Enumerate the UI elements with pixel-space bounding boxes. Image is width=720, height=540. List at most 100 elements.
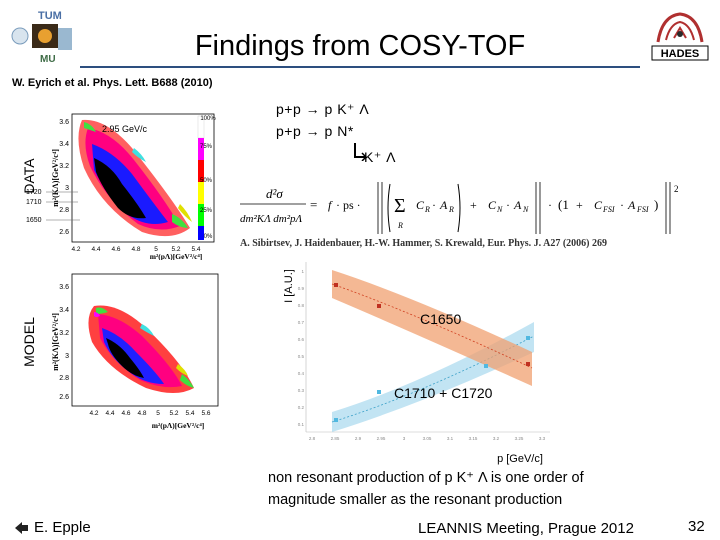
svg-text:2.6: 2.6 (59, 394, 69, 401)
summary-line-2: magnitude smaller as the resonant produc… (268, 492, 563, 508)
svg-text:+: + (576, 198, 583, 212)
svg-text:A: A (513, 198, 522, 212)
amplitude-formula: d²σ dm²KΛ dm²pΛ = f · ps · Σ R C R · A R… (236, 178, 712, 238)
xsec-y-ticks: 0.1 0.2 0.3 0.4 0.5 0.6 0.7 0.8 0.9 1 (298, 269, 305, 427)
lower-data-points (334, 336, 530, 422)
svg-text:3.2: 3.2 (59, 163, 69, 170)
data-y-axis-label: m²(KΛ)[GeV²/c⁴] (51, 149, 60, 207)
svg-text:2.8: 2.8 (59, 375, 69, 382)
svg-text:A: A (439, 198, 448, 212)
bullet-icon (15, 521, 28, 534)
xsec-x-ticks: 2.8 2.85 2.9 2.95 3 3.05 3.1 3.15 3.2 3.… (309, 436, 546, 441)
svg-text:2.8: 2.8 (309, 436, 316, 441)
svg-text:Σ: Σ (394, 195, 406, 217)
lower-curve-label: C1710 + C1720 (394, 385, 493, 401)
svg-text:· ps ·: · ps · (336, 198, 361, 212)
svg-text:3.05: 3.05 (423, 436, 432, 441)
svg-text:5.2: 5.2 (169, 410, 178, 417)
svg-text:·: · (506, 198, 510, 212)
svg-text:(1: (1 (558, 197, 569, 212)
svg-text:2: 2 (674, 184, 679, 194)
model-y-ticks: 3.6 3.4 3.2 3 2.8 2.6 (59, 284, 69, 401)
reaction-line-3: K⁺ Λ (364, 149, 396, 165)
svg-text:1650: 1650 (26, 217, 42, 224)
svg-text:C: C (416, 198, 425, 212)
svg-text:3.1: 3.1 (447, 436, 454, 441)
data-x-ticks: 4.2 4.4 4.6 4.8 5 5.2 5.4 (71, 246, 200, 253)
xsec-x-label: p [GeV/c] (497, 453, 543, 465)
upper-band (332, 270, 532, 386)
amplitude-plot: I [A.U.] 0.1 0.2 0.3 0.4 0.5 0.6 0.7 0.8… (282, 256, 558, 466)
svg-text:4.6: 4.6 (111, 246, 120, 253)
svg-text:+: + (470, 198, 477, 212)
svg-text:·: · (620, 198, 624, 212)
svg-text:0.7: 0.7 (298, 320, 305, 325)
summary-text: non resonant production of p K⁺ Λ is one… (268, 467, 668, 511)
svg-text:3: 3 (403, 436, 406, 441)
svg-text:2.95: 2.95 (377, 436, 386, 441)
reaction-line-1: p+p → p K⁺ Λ (276, 101, 370, 117)
svg-text:): ) (654, 197, 658, 212)
page-number: 32 (688, 518, 705, 535)
svg-text:100%: 100% (200, 116, 216, 122)
data-scale-labels: 100% 75% 50% 25% 0% (200, 116, 216, 240)
svg-text:MU: MU (40, 54, 56, 65)
xsec-y-label: I [A.U.] (283, 269, 295, 303)
svg-text:A: A (627, 198, 636, 212)
svg-text:3.6: 3.6 (59, 119, 69, 126)
svg-text:HADES: HADES (661, 48, 700, 60)
svg-text:2.9: 2.9 (355, 436, 362, 441)
reaction-line-2: p+p → p N* (276, 123, 354, 139)
svg-text:d²σ: d²σ (266, 186, 283, 201)
citation: W. Eyrich et al. Phys. Lett. B688 (2010) (12, 77, 213, 89)
hades-logo: HADES (648, 8, 712, 66)
data-side-label: DATA (22, 158, 37, 194)
svg-text:FSI: FSI (636, 205, 649, 214)
svg-text:C: C (594, 198, 603, 212)
data-beam-label: 2.95 GeV/c (102, 124, 148, 134)
svg-text:4.2: 4.2 (71, 246, 80, 253)
summary-line-1: non resonant production of p K⁺ Λ is one… (268, 470, 584, 486)
svg-text:5.4: 5.4 (185, 410, 194, 417)
model-x-ticks: 4.2 4.4 4.6 4.8 5 5.2 5.4 5.6 (89, 410, 210, 417)
tum-logo: TUM MU (8, 6, 78, 68)
svg-text:4.6: 4.6 (121, 410, 130, 417)
formula-reference: A. Sibirtsev, J. Haidenbauer, H.-W. Hamm… (240, 238, 607, 249)
svg-text:R: R (397, 221, 403, 230)
page-title: Findings from COSY-TOF (194, 30, 526, 62)
svg-text:5.2: 5.2 (171, 246, 180, 253)
svg-text:3: 3 (65, 185, 69, 192)
svg-text:2.8: 2.8 (59, 207, 69, 214)
svg-text:50%: 50% (200, 178, 213, 184)
svg-text:3.2: 3.2 (493, 436, 500, 441)
svg-text:3.3: 3.3 (539, 436, 546, 441)
svg-text:4.8: 4.8 (137, 410, 146, 417)
svg-text:75%: 75% (200, 144, 213, 150)
svg-text:4.8: 4.8 (131, 246, 140, 253)
data-x-axis-label: m²(pΛ)[GeV²/c⁴] (150, 252, 203, 260)
svg-text:0.1: 0.1 (298, 422, 305, 427)
svg-text:TUM: TUM (38, 10, 62, 22)
footer-meeting: LEANNIS Meeting, Prague 2012 (418, 520, 634, 537)
svg-text:1: 1 (301, 269, 304, 274)
model-side-label: MODEL (22, 317, 37, 367)
svg-text:R: R (424, 205, 430, 214)
svg-text:3.6: 3.6 (59, 284, 69, 291)
svg-text:5.4: 5.4 (191, 246, 200, 253)
svg-text:3: 3 (65, 353, 69, 360)
data-resonance-labels: 1720 1710 1650 (26, 189, 42, 224)
svg-text:3.4: 3.4 (59, 141, 69, 148)
svg-text:N: N (496, 205, 503, 214)
title-divider (80, 66, 640, 68)
svg-text:C: C (488, 198, 497, 212)
decay-arrow-icon (354, 143, 367, 161)
svg-text:FSI: FSI (602, 205, 615, 214)
svg-text:0.6: 0.6 (298, 337, 305, 342)
data-dalitz-plot: DATA m²(KΛ)[GeV²/c⁴] 3.6 3.4 3.2 3 2.8 2… (21, 108, 222, 261)
svg-text:5: 5 (154, 246, 158, 253)
svg-text:0.4: 0.4 (298, 371, 305, 376)
svg-text:3.4: 3.4 (59, 307, 69, 314)
svg-text:0.2: 0.2 (298, 405, 305, 410)
svg-text:25%: 25% (200, 208, 213, 214)
model-x-axis-label: m²(pΛ)[GeV²/c⁴] (152, 421, 205, 430)
